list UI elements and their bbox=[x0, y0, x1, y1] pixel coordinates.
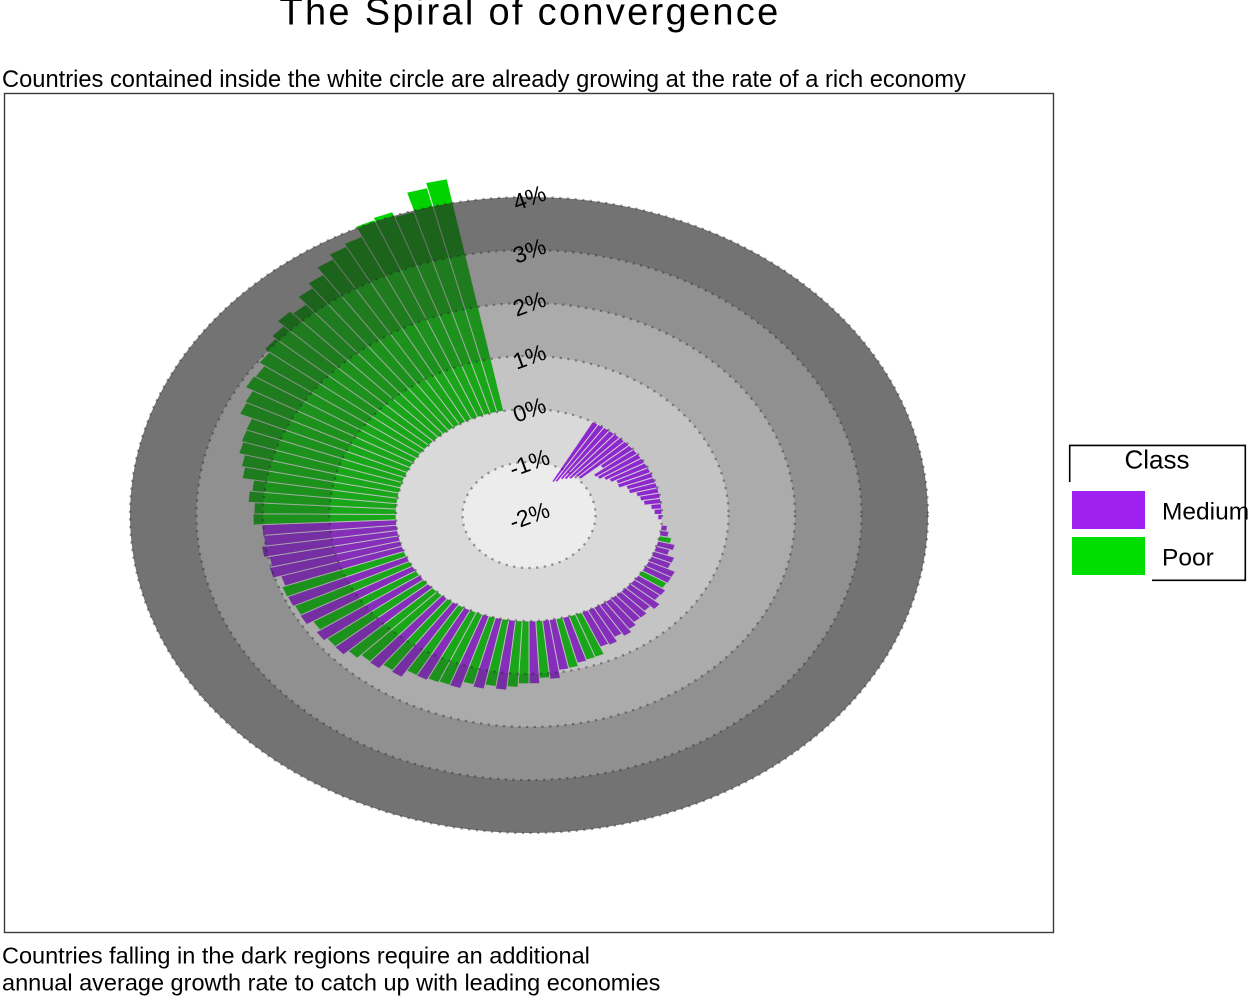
svg-text:Countries falling in the dark: Countries falling in the dark regions re… bbox=[2, 943, 590, 969]
svg-text:annual average growth rate to: annual average growth rate to catch up w… bbox=[2, 970, 660, 996]
svg-text:The Spiral of convergence: The Spiral of convergence bbox=[279, 0, 780, 34]
svg-text:Countries contained inside the: Countries contained inside the white cir… bbox=[2, 67, 966, 93]
svg-text:Poor: Poor bbox=[1162, 545, 1214, 572]
svg-text:Medium: Medium bbox=[1162, 499, 1248, 526]
svg-text:Class: Class bbox=[1124, 445, 1189, 475]
